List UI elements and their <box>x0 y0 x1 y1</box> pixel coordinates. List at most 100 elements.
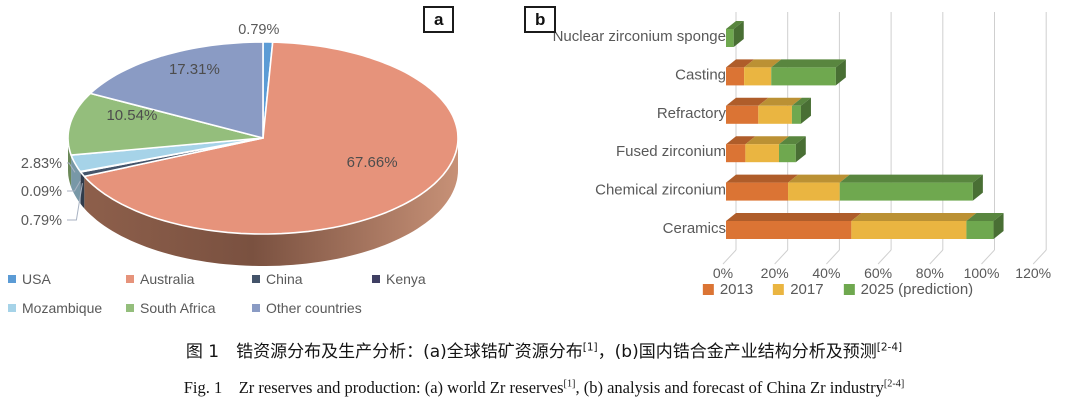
pie-pct-label: 0.79% <box>21 213 62 229</box>
bar-segment-2013 <box>726 182 789 201</box>
legend-swatch <box>843 284 855 295</box>
caption-reference: [1] <box>582 341 598 354</box>
bar-segment-2025prediction <box>726 29 734 47</box>
pie-pct-label: 0.09% <box>21 184 62 200</box>
pie-chart-svg: 2.83% 0.09% 0.79% 0.79% 67.66% 10.54% 17.31% <box>21 22 459 266</box>
bar-segment-2025prediction <box>778 144 796 163</box>
x-tick-label: 120% <box>1015 265 1051 281</box>
pie-legend-item-other-countries: Other countries <box>252 300 372 316</box>
bar-segment-2013 <box>726 67 745 86</box>
caption-text: Fig. 1 Zr reserves and production: (a) w… <box>183 378 564 397</box>
pie-slice-mozambique <box>70 137 264 173</box>
bar-top-face <box>791 97 811 106</box>
bar-end-cap <box>835 59 846 86</box>
legend-label: Australia <box>140 271 195 287</box>
pie-legend: USA Australia China Kenya Mozambique South Af… <box>8 271 506 316</box>
caption-reference: [2-4] <box>876 341 903 354</box>
pie-leader-line <box>67 180 81 192</box>
pie-legend-item-australia: Australia <box>126 271 252 287</box>
bar-segment-2017 <box>851 221 967 239</box>
bar-top-face <box>726 59 755 68</box>
legend-label: 2025 (prediction) <box>860 281 974 298</box>
category-label: Nuclear zirconium sponge <box>553 28 726 45</box>
bar-legend-item-2017: 2017 <box>773 281 824 298</box>
bar-segment-2025prediction <box>771 67 836 86</box>
bar-top-face <box>726 174 799 183</box>
pie-pct-label: 67.66% <box>347 154 398 171</box>
caption-chinese: 图 1 锆资源分布及生产分析：(a)全球锆矿资源分布[1]，(b)国内锆合金产业… <box>0 337 1088 362</box>
category-label: Chemical zirconium <box>595 182 726 199</box>
bar-top-face <box>788 174 850 183</box>
caption-text: 图 1 锆资源分布及生产分析：(a)全球锆矿资源分布 <box>185 342 583 362</box>
bar-top-face <box>726 97 769 106</box>
bar-top-face <box>726 136 756 145</box>
legend-swatch <box>372 275 380 283</box>
legend-label: 2017 <box>790 281 824 298</box>
pie-leader-line <box>67 183 83 221</box>
bar-segment-2017 <box>745 144 779 163</box>
bar-end-cap <box>795 136 806 163</box>
pie-pct-label: 10.54% <box>106 107 157 124</box>
caption-reference: [1] <box>563 378 576 390</box>
bar-end-cap <box>733 21 744 47</box>
gridline-foot <box>929 249 944 265</box>
legend-label: Mozambique <box>22 300 103 316</box>
legend-label: USA <box>22 271 51 287</box>
bar-top-face <box>758 97 802 106</box>
bar-legend: 2013 2017 2025 (prediction) <box>702 281 974 298</box>
x-tick-label: 20% <box>761 265 789 281</box>
caption-reference: [2-4] <box>883 378 905 390</box>
bar-segment-2013 <box>726 105 759 124</box>
panel-b-tag: b <box>524 6 557 33</box>
gridline-foot <box>722 249 737 265</box>
pie-pct-label: 0.79% <box>238 22 279 38</box>
pie-legend-item-mozambique: Mozambique <box>8 300 126 316</box>
bar-top-face <box>744 59 782 68</box>
bar-top-face <box>839 174 983 183</box>
pie-chart-panel: 2.83% 0.09% 0.79% 0.79% 67.66% 10.54% 17.31% U… <box>0 0 516 330</box>
bar-end-cap <box>972 174 983 201</box>
gridline-foot <box>1032 249 1047 265</box>
bar-chart-panel: 0% 20% 40% 60% 80% 100% 120% Nuclear zirconium … <box>520 0 1088 330</box>
pie-slice-south-africa <box>67 92 264 156</box>
bar-segment-2025prediction <box>966 221 994 239</box>
bar-segment-2017 <box>788 182 840 201</box>
legend-swatch <box>126 304 134 312</box>
bar-segment-2013 <box>726 144 746 163</box>
legend-swatch <box>773 284 785 295</box>
pie-legend-item-kenya: Kenya <box>372 271 506 287</box>
x-tick-label: 100% <box>964 265 1000 281</box>
bar-legend-item-2025prediction: 2025 (prediction) <box>843 281 974 298</box>
bar-end-cap <box>800 97 811 124</box>
bar-top-face <box>966 213 1004 221</box>
bar-segment-2017 <box>744 67 772 86</box>
legend-swatch <box>126 275 134 283</box>
gridline-foot <box>981 249 995 265</box>
gridline-foot <box>877 249 892 265</box>
bar-top-face <box>778 136 806 145</box>
bar-top-face <box>726 21 744 29</box>
caption-text: ，(b)国内锆合金产业结构分析及预测 <box>597 342 877 362</box>
bar-segment-2013 <box>726 221 852 239</box>
bar-end-cap <box>993 213 1004 239</box>
category-label: Casting <box>675 66 726 83</box>
bar-top-face <box>726 213 862 221</box>
legend-swatch <box>252 304 260 312</box>
pie-pct-label: 2.83% <box>21 156 62 172</box>
bar-segment-2025prediction <box>839 182 973 201</box>
pie-side-china <box>80 172 85 209</box>
legend-swatch <box>702 284 714 295</box>
bar-chart-svg: 0% 20% 40% 60% 80% 100% 120% Nuclear zirconium … <box>553 12 1051 281</box>
legend-label: 2013 <box>719 281 754 298</box>
x-tick-label: 0% <box>713 265 733 281</box>
pie-pct-label: 17.31% <box>169 61 220 78</box>
pie-slice-australia <box>83 41 459 235</box>
caption-text: , (b) analysis and forecast of China Zr … <box>575 378 884 397</box>
pie-slice-other-countries <box>89 41 264 139</box>
pie-legend-item-south-africa: South Africa <box>126 300 252 316</box>
category-label: Fused zirconium <box>616 143 726 160</box>
bar-top-face <box>745 136 789 145</box>
pie-side-south-africa <box>68 138 72 188</box>
category-label: Refractory <box>657 105 727 122</box>
